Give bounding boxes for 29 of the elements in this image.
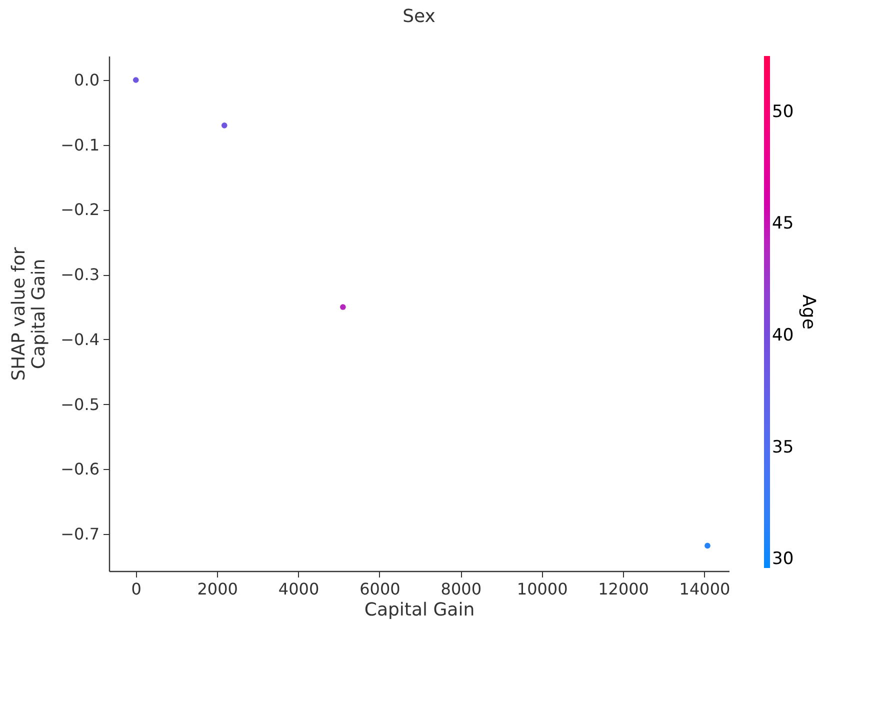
point [704,542,710,549]
y-tick-label: −0.1 [60,135,100,154]
x-tick-label: 4000 [278,580,320,598]
x-tick-label: 10000 [516,580,568,598]
point [132,77,139,83]
color-bar-label: 40 [772,325,794,346]
color-bar-label: 45 [772,214,794,234]
y-tick-label: −0.6 [60,460,100,479]
x-tick-label: 2000 [197,580,238,598]
x-axis-title: Capital Gain [364,600,475,620]
point [221,122,228,128]
color-bar-title: Age [798,294,819,330]
y-tick-label: −0.2 [60,200,100,220]
chart-title: Sex [402,6,436,27]
x-tick-label: 0 [131,580,142,598]
point [340,304,346,310]
y-tick-label: 0.0 [74,70,100,90]
y-axis-title: SHAP value for Capital Gain [8,246,50,381]
color-bar-label: 35 [772,437,794,458]
color-bar-label: 50 [772,102,794,122]
x-tick-label: 12000 [598,580,649,598]
x-tick-label: 6000 [360,580,400,598]
x-tick-label: 14000 [679,580,730,598]
x-tick-label: 8000 [440,580,482,598]
y-tick-label: −0.5 [60,394,100,414]
color-bar-label: 30 [772,549,794,570]
y-tick-label: −0.4 [60,330,100,349]
y-tick-label: −0.7 [60,524,100,544]
y-tick-label: −0.3 [60,265,100,284]
